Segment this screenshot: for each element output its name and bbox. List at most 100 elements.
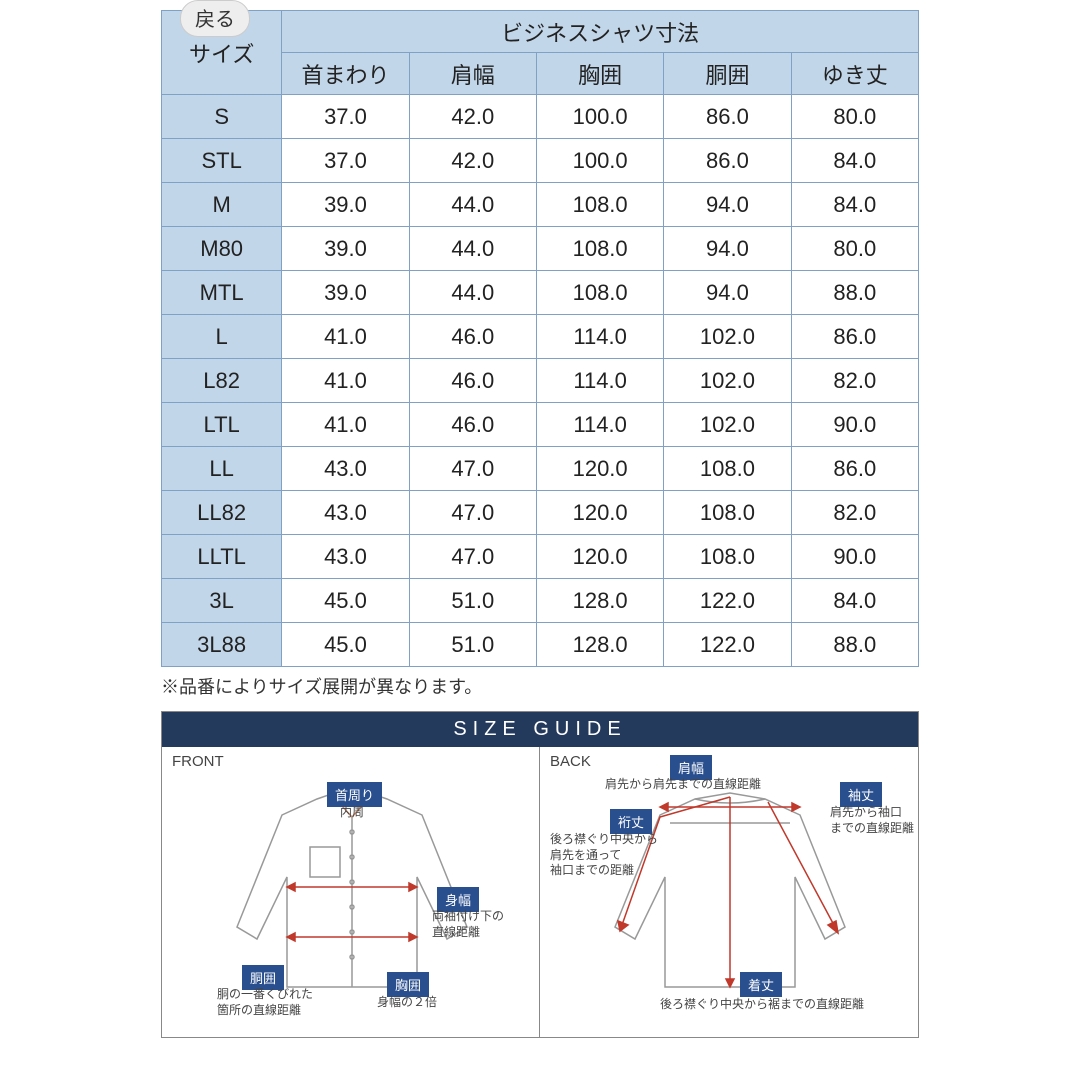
size-cell: 41.0 (282, 315, 409, 359)
size-label: 3L (162, 579, 282, 623)
size-cell: 51.0 (409, 579, 536, 623)
table-row: MTL39.044.0108.094.088.0 (162, 271, 919, 315)
badge-neck: 首周り (327, 782, 382, 807)
size-cell: 82.0 (791, 359, 918, 403)
size-label: LL82 (162, 491, 282, 535)
desc-width: 両袖付け下の 直線距離 (432, 909, 504, 940)
size-cell: 88.0 (791, 623, 918, 667)
desc-waist: 胴の一番くびれた 箇所の直線距離 (217, 987, 313, 1018)
size-label: 3L88 (162, 623, 282, 667)
size-cell: 42.0 (409, 139, 536, 183)
desc-neck: 内周 (340, 805, 364, 821)
size-cell: 84.0 (791, 183, 918, 227)
size-cell: 37.0 (282, 139, 409, 183)
size-cell: 86.0 (664, 95, 791, 139)
size-cell: 120.0 (536, 535, 663, 579)
desc-chest: 身幅の２倍 (377, 995, 437, 1011)
size-cell: 39.0 (282, 227, 409, 271)
size-cell: 122.0 (664, 623, 791, 667)
size-cell: 120.0 (536, 447, 663, 491)
column-header: ゆき丈 (791, 53, 918, 95)
size-cell: 102.0 (664, 315, 791, 359)
size-table: サイズ ビジネスシャツ寸法 首まわり肩幅胸囲胴囲ゆき丈 S37.042.0100… (161, 10, 919, 667)
size-cell: 102.0 (664, 359, 791, 403)
size-label: L82 (162, 359, 282, 403)
table-row: L8241.046.0114.0102.082.0 (162, 359, 919, 403)
table-row: LL43.047.0120.0108.086.0 (162, 447, 919, 491)
table-row: LTL41.046.0114.0102.090.0 (162, 403, 919, 447)
size-cell: 45.0 (282, 579, 409, 623)
size-cell: 39.0 (282, 183, 409, 227)
column-header: 首まわり (282, 53, 409, 95)
size-cell: 108.0 (536, 183, 663, 227)
front-title: FRONT (172, 753, 539, 770)
desc-length: 後ろ襟ぐり中央から裾までの直線距離 (660, 997, 864, 1013)
size-cell: 90.0 (791, 403, 918, 447)
size-cell: 114.0 (536, 315, 663, 359)
guide-back: BACK 肩幅 肩先から肩先までの直線距離 (540, 747, 918, 1037)
badge-chest: 胸囲 (387, 972, 429, 997)
size-cell: 120.0 (536, 491, 663, 535)
column-header: 肩幅 (409, 53, 536, 95)
size-cell: 108.0 (664, 535, 791, 579)
size-cell: 47.0 (409, 535, 536, 579)
guide-front: FRONT 首周り 内周 (162, 747, 540, 1037)
table-row: STL37.042.0100.086.084.0 (162, 139, 919, 183)
size-cell: 46.0 (409, 359, 536, 403)
size-label: M (162, 183, 282, 227)
badge-sleeve: 袖丈 (840, 782, 882, 807)
size-label: L (162, 315, 282, 359)
size-cell: 51.0 (409, 623, 536, 667)
size-cell: 37.0 (282, 95, 409, 139)
size-cell: 47.0 (409, 447, 536, 491)
size-label: MTL (162, 271, 282, 315)
size-cell: 108.0 (664, 447, 791, 491)
size-cell: 86.0 (791, 447, 918, 491)
badge-length: 着丈 (740, 972, 782, 997)
size-cell: 90.0 (791, 535, 918, 579)
size-cell: 44.0 (409, 227, 536, 271)
table-row: M39.044.0108.094.084.0 (162, 183, 919, 227)
size-cell: 84.0 (791, 579, 918, 623)
table-row: LL8243.047.0120.0108.082.0 (162, 491, 919, 535)
size-cell: 45.0 (282, 623, 409, 667)
column-header: 胸囲 (536, 53, 663, 95)
table-title: ビジネスシャツ寸法 (282, 11, 919, 53)
size-cell: 114.0 (536, 403, 663, 447)
size-guide: SIZE GUIDE FRONT (161, 711, 919, 1038)
size-cell: 80.0 (791, 95, 918, 139)
size-cell: 43.0 (282, 535, 409, 579)
size-cell: 108.0 (536, 227, 663, 271)
size-cell: 100.0 (536, 139, 663, 183)
size-label: LLTL (162, 535, 282, 579)
size-cell: 122.0 (664, 579, 791, 623)
desc-sleeve: 肩先から袖口 までの直線距離 (830, 805, 914, 836)
size-cell: 43.0 (282, 447, 409, 491)
size-cell: 82.0 (791, 491, 918, 535)
column-header: 胴囲 (664, 53, 791, 95)
size-label: S (162, 95, 282, 139)
size-label: STL (162, 139, 282, 183)
size-cell: 108.0 (536, 271, 663, 315)
size-label: LL (162, 447, 282, 491)
size-cell: 108.0 (664, 491, 791, 535)
size-cell: 128.0 (536, 579, 663, 623)
size-cell: 86.0 (664, 139, 791, 183)
size-cell: 88.0 (791, 271, 918, 315)
size-cell: 84.0 (791, 139, 918, 183)
size-label: M80 (162, 227, 282, 271)
size-cell: 46.0 (409, 315, 536, 359)
size-cell: 128.0 (536, 623, 663, 667)
size-cell: 94.0 (664, 183, 791, 227)
back-button[interactable]: 戻る (180, 0, 250, 37)
size-cell: 47.0 (409, 491, 536, 535)
desc-yuki: 後ろ襟ぐり中央から 肩先を通って 袖口までの距離 (550, 832, 658, 879)
size-cell: 94.0 (664, 227, 791, 271)
table-row: L41.046.0114.0102.086.0 (162, 315, 919, 359)
table-row: S37.042.0100.086.080.0 (162, 95, 919, 139)
table-row: 3L8845.051.0128.0122.088.0 (162, 623, 919, 667)
table-row: M8039.044.0108.094.080.0 (162, 227, 919, 271)
badge-yuki: 裄丈 (610, 809, 652, 834)
size-cell: 41.0 (282, 359, 409, 403)
desc-shoulder: 肩先から肩先までの直線距離 (605, 777, 761, 793)
